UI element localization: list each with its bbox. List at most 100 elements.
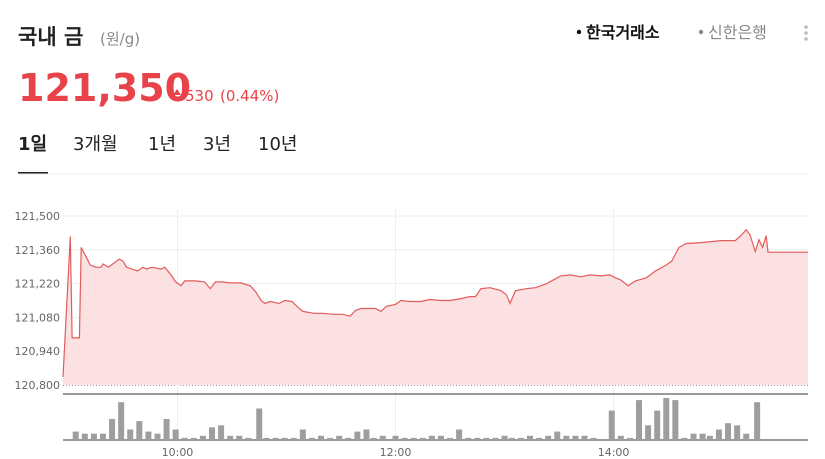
volume-bar — [190, 437, 197, 440]
volume-bar — [345, 437, 352, 440]
volume-bar — [299, 429, 306, 440]
volume-bar — [699, 433, 706, 440]
volume-bar — [379, 435, 386, 440]
x-tick-label: 12:00 — [380, 446, 412, 459]
period-tabs: 1일 3개월 1년 3년 10년 — [18, 134, 297, 174]
volume-bar — [447, 437, 454, 440]
volume-bar — [526, 435, 533, 440]
y-tick-label: 120,940 — [15, 345, 61, 358]
source-option[interactable]: 신한은행 — [708, 23, 767, 42]
volume-bar — [554, 431, 561, 440]
volume-bar — [136, 421, 143, 440]
volume-bar — [706, 435, 713, 440]
tab[interactable]: 3년 — [203, 134, 231, 155]
unit: (원/g) — [100, 30, 140, 48]
tab[interactable]: 3개월 — [73, 134, 118, 155]
volume-bar — [154, 433, 161, 440]
volume-bar — [272, 437, 279, 440]
volume-bar — [636, 400, 643, 440]
tab[interactable]: 1년 — [148, 134, 176, 155]
volume-bar — [218, 425, 225, 440]
volume-bar — [145, 431, 152, 440]
volume-bar — [401, 437, 408, 440]
tab[interactable]: 1일 — [18, 134, 47, 155]
volume-bar — [483, 437, 490, 440]
dot — [804, 25, 808, 29]
chart: 121,500 121,360 121,220 121,080 120,940 120,8… — [15, 210, 808, 459]
volume-bar — [199, 435, 206, 440]
volume-bar — [308, 437, 315, 440]
bullet — [698, 29, 704, 35]
volume-bar — [608, 410, 615, 440]
change: 530 — [185, 87, 214, 105]
volume-bar — [81, 433, 88, 440]
area — [63, 229, 808, 385]
volume-bar — [90, 433, 97, 440]
volume-bar — [517, 437, 524, 440]
volume-bar — [327, 437, 334, 440]
volume-bar — [336, 435, 343, 440]
dot — [804, 37, 808, 41]
y-tick-label: 121,360 — [15, 244, 61, 257]
volume-bar — [663, 398, 670, 440]
volume-bar — [572, 435, 579, 440]
volume-bar — [318, 435, 325, 440]
volume-bar — [734, 425, 741, 440]
x-tick-label: 10:00 — [162, 446, 194, 459]
bullet — [576, 29, 582, 35]
volume-bar — [227, 435, 234, 440]
source-switch: 한국거래소 신한은행 — [576, 23, 767, 42]
volume-bar — [563, 435, 570, 440]
source-option[interactable]: 한국거래소 — [586, 23, 660, 42]
change-percent: (0.44%) — [220, 87, 279, 105]
volume-bar — [654, 410, 661, 440]
volume-bar — [715, 429, 722, 440]
volume-bar — [72, 431, 79, 440]
volume-bar — [290, 437, 297, 440]
volume-bar — [392, 435, 399, 440]
volume-bar — [437, 435, 444, 440]
y-tick-label: 121,220 — [15, 278, 61, 291]
volume-bar — [545, 435, 552, 440]
volume-bar — [163, 419, 170, 440]
volume-bar — [209, 427, 215, 440]
volume-bar — [354, 431, 361, 440]
tab[interactable]: 10년 — [258, 134, 297, 155]
volume-bar — [617, 435, 624, 440]
title: 국내 금 — [18, 25, 83, 49]
volume-bar — [256, 408, 263, 440]
volume-bar — [690, 433, 697, 440]
volume-bar — [109, 419, 116, 440]
volume-bar — [581, 435, 588, 440]
volume-bar — [370, 437, 377, 440]
volume-bar — [181, 437, 188, 440]
y-tick-label: 120,800 — [15, 379, 61, 392]
volume-bar — [172, 429, 179, 440]
volume-bar — [536, 437, 543, 440]
y-tick-label: 121,080 — [15, 311, 61, 324]
price-line — [62, 228, 808, 378]
volume-bar — [645, 425, 652, 440]
volume-bar — [410, 437, 417, 440]
volume-bar — [590, 437, 597, 440]
volume-bar — [99, 433, 106, 440]
volume-bar — [281, 437, 288, 440]
x-tick-label: 14:00 — [598, 446, 630, 459]
volume-bar — [465, 437, 472, 440]
volume-bar — [743, 433, 750, 440]
volume-bar — [754, 402, 761, 440]
price: 121,350 — [18, 66, 191, 110]
volume-bar — [236, 435, 243, 440]
volume-bar — [725, 423, 732, 440]
volume-bar — [419, 437, 426, 440]
volume-bar — [428, 435, 435, 440]
volume-bar — [492, 437, 499, 440]
volume-bar — [626, 437, 633, 440]
volume-bar — [245, 437, 252, 440]
volume-bar — [501, 435, 508, 440]
more-menu[interactable] — [804, 25, 808, 41]
volume-bar — [672, 400, 679, 440]
dot — [804, 31, 808, 35]
